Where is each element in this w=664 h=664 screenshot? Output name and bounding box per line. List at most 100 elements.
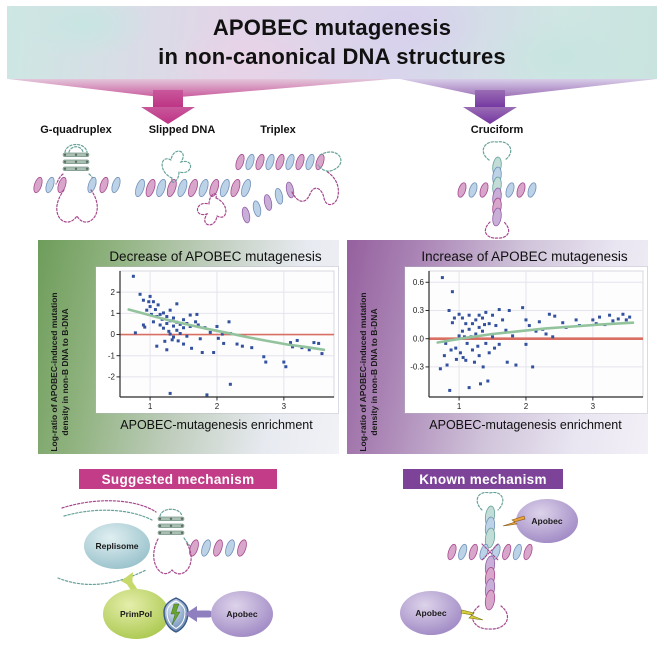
label-cruciform: Cruciform bbox=[470, 124, 524, 136]
data-point bbox=[449, 348, 453, 352]
data-point bbox=[151, 320, 155, 324]
data-point bbox=[505, 360, 509, 364]
data-point bbox=[607, 313, 611, 317]
data-point bbox=[458, 351, 462, 355]
data-point bbox=[452, 316, 456, 320]
data-point bbox=[473, 332, 477, 336]
data-point bbox=[457, 312, 461, 316]
data-point bbox=[171, 335, 175, 339]
data-point bbox=[178, 331, 182, 335]
data-point bbox=[503, 328, 507, 332]
data-point bbox=[467, 327, 471, 331]
data-point bbox=[550, 335, 554, 339]
label-triplex: Triplex bbox=[260, 124, 296, 136]
data-point bbox=[627, 315, 631, 319]
data-point bbox=[181, 342, 185, 346]
cruciform-structure bbox=[457, 141, 537, 239]
data-point bbox=[146, 300, 150, 304]
y-tick-label: 2 bbox=[110, 288, 115, 297]
data-point bbox=[161, 311, 165, 315]
data-point bbox=[552, 314, 556, 318]
data-point bbox=[560, 321, 564, 325]
g-quadruplex-structure bbox=[33, 143, 121, 223]
main-title-line-1: APOBEC mutagenesis bbox=[212, 14, 452, 40]
data-point bbox=[597, 315, 601, 319]
data-point bbox=[204, 393, 208, 397]
data-point bbox=[176, 339, 180, 343]
y-axis-label-line-1: Log-ratio of APOBEC-induced mutation bbox=[49, 292, 59, 452]
data-point bbox=[164, 322, 168, 326]
y-axis-label-line-1: Log-ratio of APOBEC-induced mutation bbox=[358, 292, 368, 452]
x-tick-label: 3 bbox=[590, 402, 595, 411]
data-point bbox=[316, 341, 320, 345]
data-point bbox=[161, 326, 165, 330]
data-point bbox=[477, 313, 481, 317]
y-axis-label-line-2: density in non-B DNA to B-DNA bbox=[60, 308, 71, 436]
data-point bbox=[261, 355, 265, 359]
data-point bbox=[467, 386, 471, 390]
data-point bbox=[228, 382, 232, 386]
data-point bbox=[162, 339, 166, 343]
data-point bbox=[249, 346, 253, 350]
data-point bbox=[288, 341, 292, 345]
data-point bbox=[148, 294, 152, 298]
data-point bbox=[166, 329, 170, 333]
panel-decrease-title: Decrease of APOBEC mutagenesis bbox=[109, 249, 322, 264]
data-point bbox=[447, 308, 451, 312]
apobec-top-ellipse bbox=[516, 499, 578, 543]
y-tick-label: 0.6 bbox=[412, 278, 424, 287]
data-point bbox=[447, 388, 451, 392]
data-point bbox=[174, 328, 178, 332]
data-point bbox=[497, 342, 501, 346]
label-g-quadruplex: G-quadruplex bbox=[40, 124, 112, 136]
data-point bbox=[295, 338, 299, 342]
data-point bbox=[480, 329, 484, 333]
data-point bbox=[475, 344, 479, 348]
label-slipped-dna: Slipped DNA bbox=[148, 124, 216, 136]
data-point bbox=[319, 352, 323, 356]
data-point bbox=[467, 313, 471, 317]
data-point bbox=[240, 344, 244, 348]
panel-increase: Increase of APOBEC mutagenesis Log-ratio… bbox=[347, 240, 648, 454]
data-point bbox=[220, 332, 224, 336]
data-point bbox=[133, 331, 137, 335]
shield-icon bbox=[163, 597, 189, 633]
data-point bbox=[198, 337, 202, 341]
data-point bbox=[158, 323, 162, 327]
scatter-plot-increase: 1 2 3 0.6 0.3 0.0 -0.3 bbox=[404, 267, 647, 413]
flow-arrows bbox=[8, 79, 657, 124]
data-point bbox=[544, 332, 548, 336]
data-point bbox=[188, 313, 192, 317]
data-point bbox=[211, 351, 215, 355]
data-point bbox=[547, 312, 551, 316]
data-point bbox=[492, 346, 496, 350]
data-point bbox=[463, 358, 467, 362]
suggested-mechanism-illustration: Replisome PrimPol Apobec bbox=[57, 500, 273, 639]
data-point bbox=[473, 318, 477, 322]
data-point bbox=[472, 360, 476, 364]
panel-decrease: Decrease of APOBEC mutagenesis Log-ratio… bbox=[38, 240, 339, 454]
data-point bbox=[194, 312, 198, 316]
data-point bbox=[443, 341, 447, 345]
data-point bbox=[142, 325, 146, 329]
data-point bbox=[624, 318, 628, 322]
main-title-line-2: in non-canonical DNA structures bbox=[158, 43, 506, 69]
y-tick-label: -1 bbox=[107, 351, 115, 360]
down-arrow-left-icon bbox=[8, 79, 392, 124]
data-point bbox=[181, 326, 185, 330]
data-point bbox=[193, 320, 197, 324]
data-point bbox=[520, 306, 524, 310]
data-point bbox=[507, 308, 511, 312]
data-point bbox=[171, 324, 175, 328]
data-point bbox=[450, 321, 454, 325]
data-point bbox=[131, 274, 135, 278]
primpol-ellipse bbox=[103, 589, 169, 639]
title-banner: APOBEC mutagenesis in non-canonical DNA … bbox=[7, 6, 657, 79]
data-point bbox=[453, 346, 457, 350]
data-point bbox=[442, 354, 446, 358]
yellow-bolt-arrow-icon bbox=[460, 609, 484, 621]
data-point bbox=[290, 345, 294, 349]
y-tick-label: -2 bbox=[107, 372, 115, 381]
data-point bbox=[171, 316, 175, 320]
x-axis-label-increase: APOBEC-mutagenesis enrichment bbox=[429, 418, 622, 432]
